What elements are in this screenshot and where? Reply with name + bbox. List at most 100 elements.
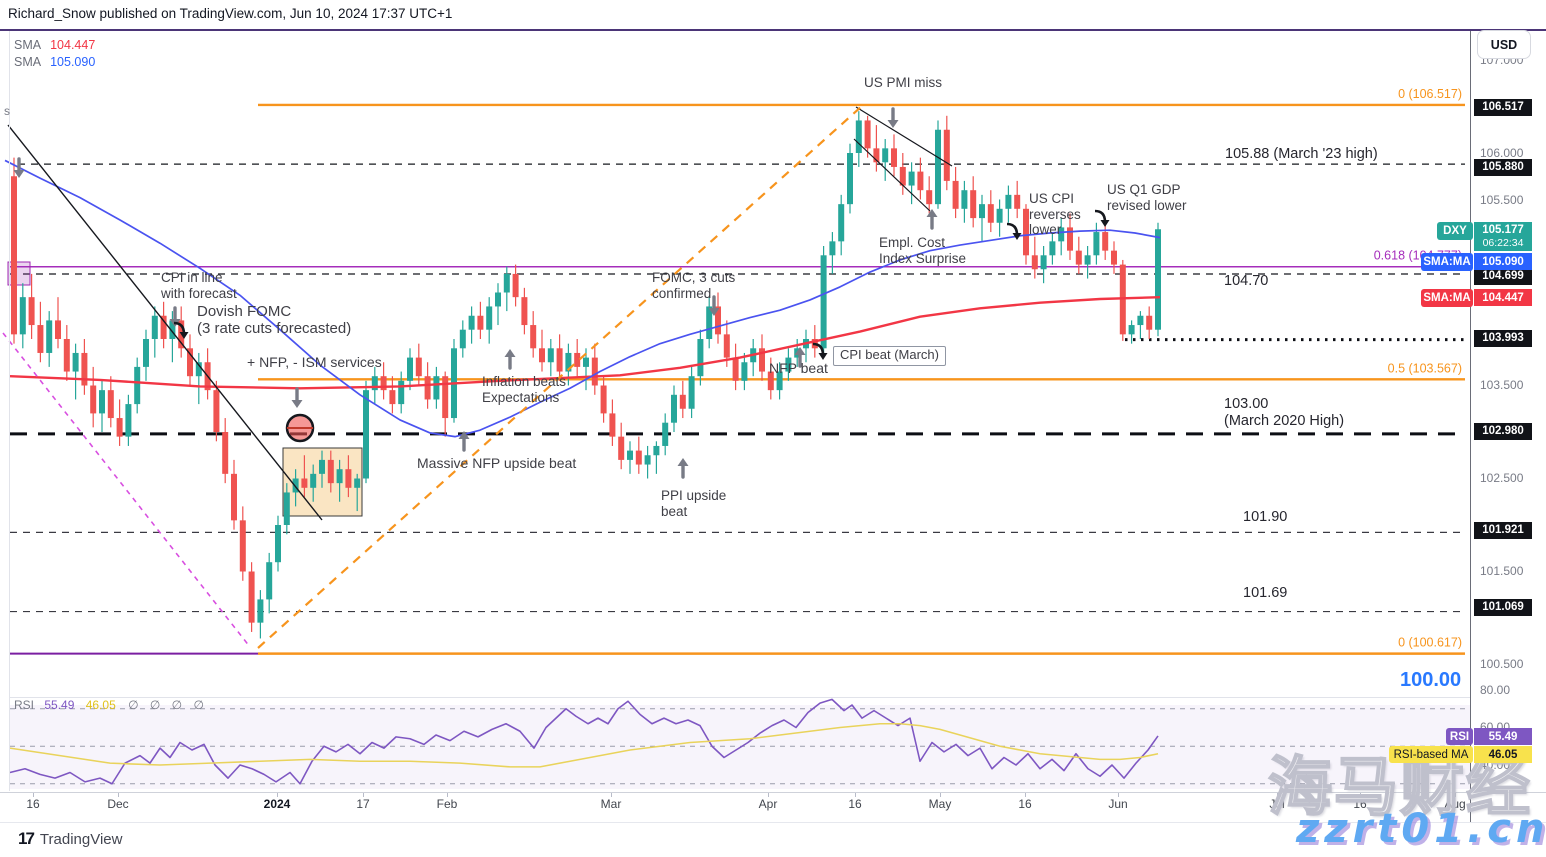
candle — [187, 348, 193, 377]
candle — [1093, 232, 1100, 256]
bar-countdown: 06:22:34 — [1482, 237, 1524, 249]
candle — [732, 357, 739, 381]
legend-row-sma-slow: SMA 105.090 — [14, 53, 95, 70]
up-arrow — [926, 209, 938, 217]
time-tick-label: 16 — [1018, 797, 1032, 811]
candle — [19, 297, 26, 335]
candle — [855, 120, 862, 153]
candle — [354, 478, 361, 488]
candle — [1014, 194, 1021, 209]
price-tick: 101.500 — [1480, 564, 1524, 578]
candle — [275, 525, 281, 563]
candle — [539, 348, 545, 363]
candle — [917, 171, 924, 191]
time-axis[interactable]: 16 Dec 2024 17 Feb Mar Apr 16 May 16 Jun Jul 16 Aug — [0, 793, 1546, 822]
rsi-value-badge: 55.49 — [1474, 728, 1532, 745]
chart-annotation: US CPI reverses lower — [1029, 191, 1081, 238]
candle — [706, 306, 713, 339]
up-arrow — [794, 347, 806, 355]
time-tick-label: 17 — [356, 797, 370, 811]
candle — [116, 418, 123, 437]
candle — [1067, 227, 1073, 251]
sma-fast-tag: SMA:MA — [1421, 289, 1473, 307]
candle — [688, 376, 695, 409]
price-axis-border — [1470, 31, 1471, 822]
candle — [1005, 194, 1012, 209]
candle — [521, 297, 528, 326]
candle — [943, 129, 950, 181]
candle — [1049, 241, 1056, 256]
time-tick-label: Jul — [1269, 797, 1285, 811]
pane-separator — [10, 697, 1470, 698]
candle — [1137, 315, 1144, 326]
rsi-legend-value: 55.49 — [44, 698, 75, 712]
rsi-pane-legend[interactable]: RSI 55.49 46.05 ∅ ∅ ∅ ∅ — [14, 698, 208, 712]
chart-annotation: Massive NFP upside beat — [417, 455, 577, 471]
candle — [310, 473, 317, 488]
rsi-legend-title: RSI — [14, 698, 35, 712]
chart-annotation: PPI upside beat — [661, 488, 727, 519]
chart-annotation: 100.00 — [1400, 669, 1462, 691]
candle — [160, 315, 167, 339]
time-tick-label: 16 — [26, 797, 40, 811]
price-tick: 103.500 — [1480, 378, 1524, 392]
time-tick-label: 2024 — [263, 797, 291, 811]
fib-label: 0.5 (103.567) — [1388, 361, 1462, 375]
sma-fast-badge: 104.447 — [1474, 289, 1532, 306]
down-arrow — [291, 400, 303, 408]
candle — [63, 339, 70, 372]
candle — [530, 325, 537, 349]
sma-fast-value: 104.447 — [50, 37, 96, 52]
last-price: 105.177 — [1482, 224, 1524, 236]
candle — [213, 390, 220, 432]
candle — [37, 325, 44, 353]
candle — [28, 297, 35, 326]
candle — [459, 329, 466, 349]
rsi-ma-value-badge: 46.05 — [1474, 746, 1532, 763]
tradingview-branding[interactable]: 17 TradingView — [18, 829, 122, 849]
candle — [829, 241, 836, 256]
candle — [1040, 255, 1047, 270]
candle — [1155, 229, 1161, 330]
currency-toggle-button[interactable]: USD — [1477, 30, 1531, 59]
candle — [1146, 315, 1153, 330]
candle — [987, 204, 994, 223]
candle — [565, 352, 572, 372]
rsi-ma-tag: RSI-based MA — [1389, 746, 1473, 763]
candle — [336, 469, 343, 484]
time-tick-label: Feb — [436, 797, 458, 811]
candle — [248, 571, 255, 623]
candle — [239, 520, 246, 572]
candle — [283, 492, 290, 525]
candle — [1075, 250, 1082, 265]
rsi-legend-empty-inputs: ∅ ∅ ∅ ∅ — [128, 698, 208, 712]
candle — [996, 208, 1003, 223]
candle — [979, 204, 985, 219]
candle — [908, 171, 915, 186]
candle — [301, 478, 308, 488]
time-tick-label: Mar — [600, 797, 622, 811]
sma-label: SMA — [14, 54, 42, 69]
chart-annotation: Empl. Cost Index Surprise — [879, 235, 967, 266]
candle — [143, 339, 149, 367]
down-arrow — [13, 170, 25, 178]
candle — [697, 339, 704, 377]
candle — [574, 352, 581, 367]
chart-annotation: 101.69 — [1243, 585, 1288, 601]
tradingview-logo-icon: 17 — [18, 829, 35, 848]
candle — [935, 129, 941, 205]
time-tick-label: 16 — [1353, 797, 1367, 811]
candle — [961, 190, 968, 209]
indicator-legend[interactable]: SMA 104.447 SMA 105.090 — [14, 36, 95, 70]
candle — [635, 450, 642, 465]
chart-annotation: 101.90 — [1243, 509, 1288, 525]
chart-annotation: 105.88 (March '23 high) — [1225, 146, 1378, 162]
candle — [926, 190, 933, 205]
candle — [767, 371, 774, 391]
time-axis-bottom-border — [0, 822, 1546, 823]
candle — [785, 357, 792, 372]
tradingview-logo-text: TradingView — [39, 830, 123, 848]
last-price-badge: 105.177 06:22:34 — [1474, 222, 1532, 251]
